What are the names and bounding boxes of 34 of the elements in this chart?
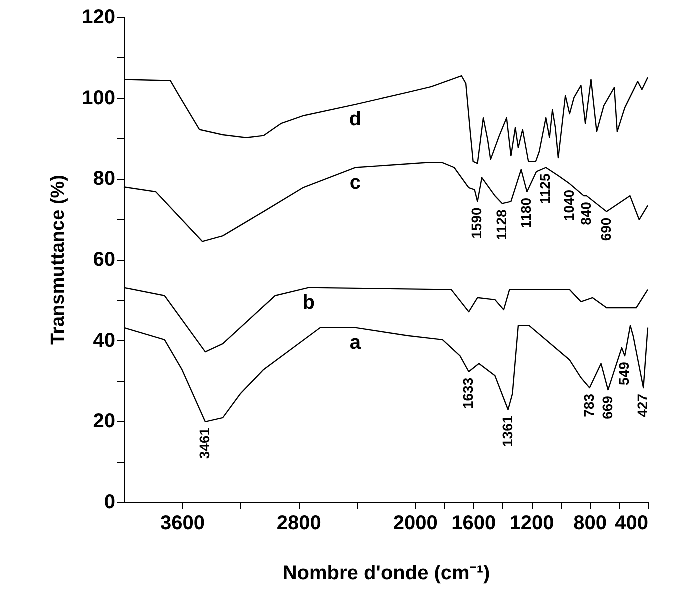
- annotation: 1125: [537, 174, 554, 204]
- series-label: c: [350, 172, 361, 194]
- y-tick-label: 0: [104, 492, 116, 514]
- y-tick-label: 100: [82, 87, 116, 110]
- annotation: 1361: [499, 416, 516, 448]
- annotation: 840: [578, 202, 594, 226]
- annotation: 1633: [460, 378, 476, 410]
- y-axis-title: Transmuttance (%): [48, 175, 70, 345]
- y-tick-label: 60: [93, 249, 116, 271]
- x-tick-label: 2800: [276, 512, 322, 534]
- annotation: 783: [580, 394, 597, 418]
- y-tick-label: 40: [93, 330, 116, 352]
- y-tick-label: 20: [93, 410, 116, 433]
- x-tick-label: 1200: [510, 512, 554, 534]
- series-label: a: [350, 332, 362, 354]
- annotation: 669: [599, 396, 616, 420]
- annotation: 1128: [493, 210, 510, 240]
- y-tick-label: 120: [82, 6, 116, 28]
- annotation: 1180: [518, 198, 534, 228]
- annotation: 3461: [196, 428, 213, 460]
- series-label: b: [302, 292, 315, 314]
- annotation: 549: [616, 362, 632, 386]
- y-tick-label: 80: [93, 168, 116, 190]
- x-tick-label: 3600: [160, 512, 205, 534]
- annotation: 1590: [468, 208, 485, 239]
- x-tick-label: 1600: [452, 512, 496, 534]
- x-tick-label: 2000: [393, 512, 438, 534]
- x-axis-title: Nombre d'onde (cm⁻¹): [282, 562, 490, 584]
- x-tick-label: 400: [615, 512, 648, 534]
- annotation: 1040: [560, 190, 577, 222]
- annotation: 427: [634, 394, 651, 418]
- annotation: 690: [598, 218, 614, 242]
- series-label: d: [349, 108, 362, 131]
- x-tick-label: 800: [574, 512, 607, 534]
